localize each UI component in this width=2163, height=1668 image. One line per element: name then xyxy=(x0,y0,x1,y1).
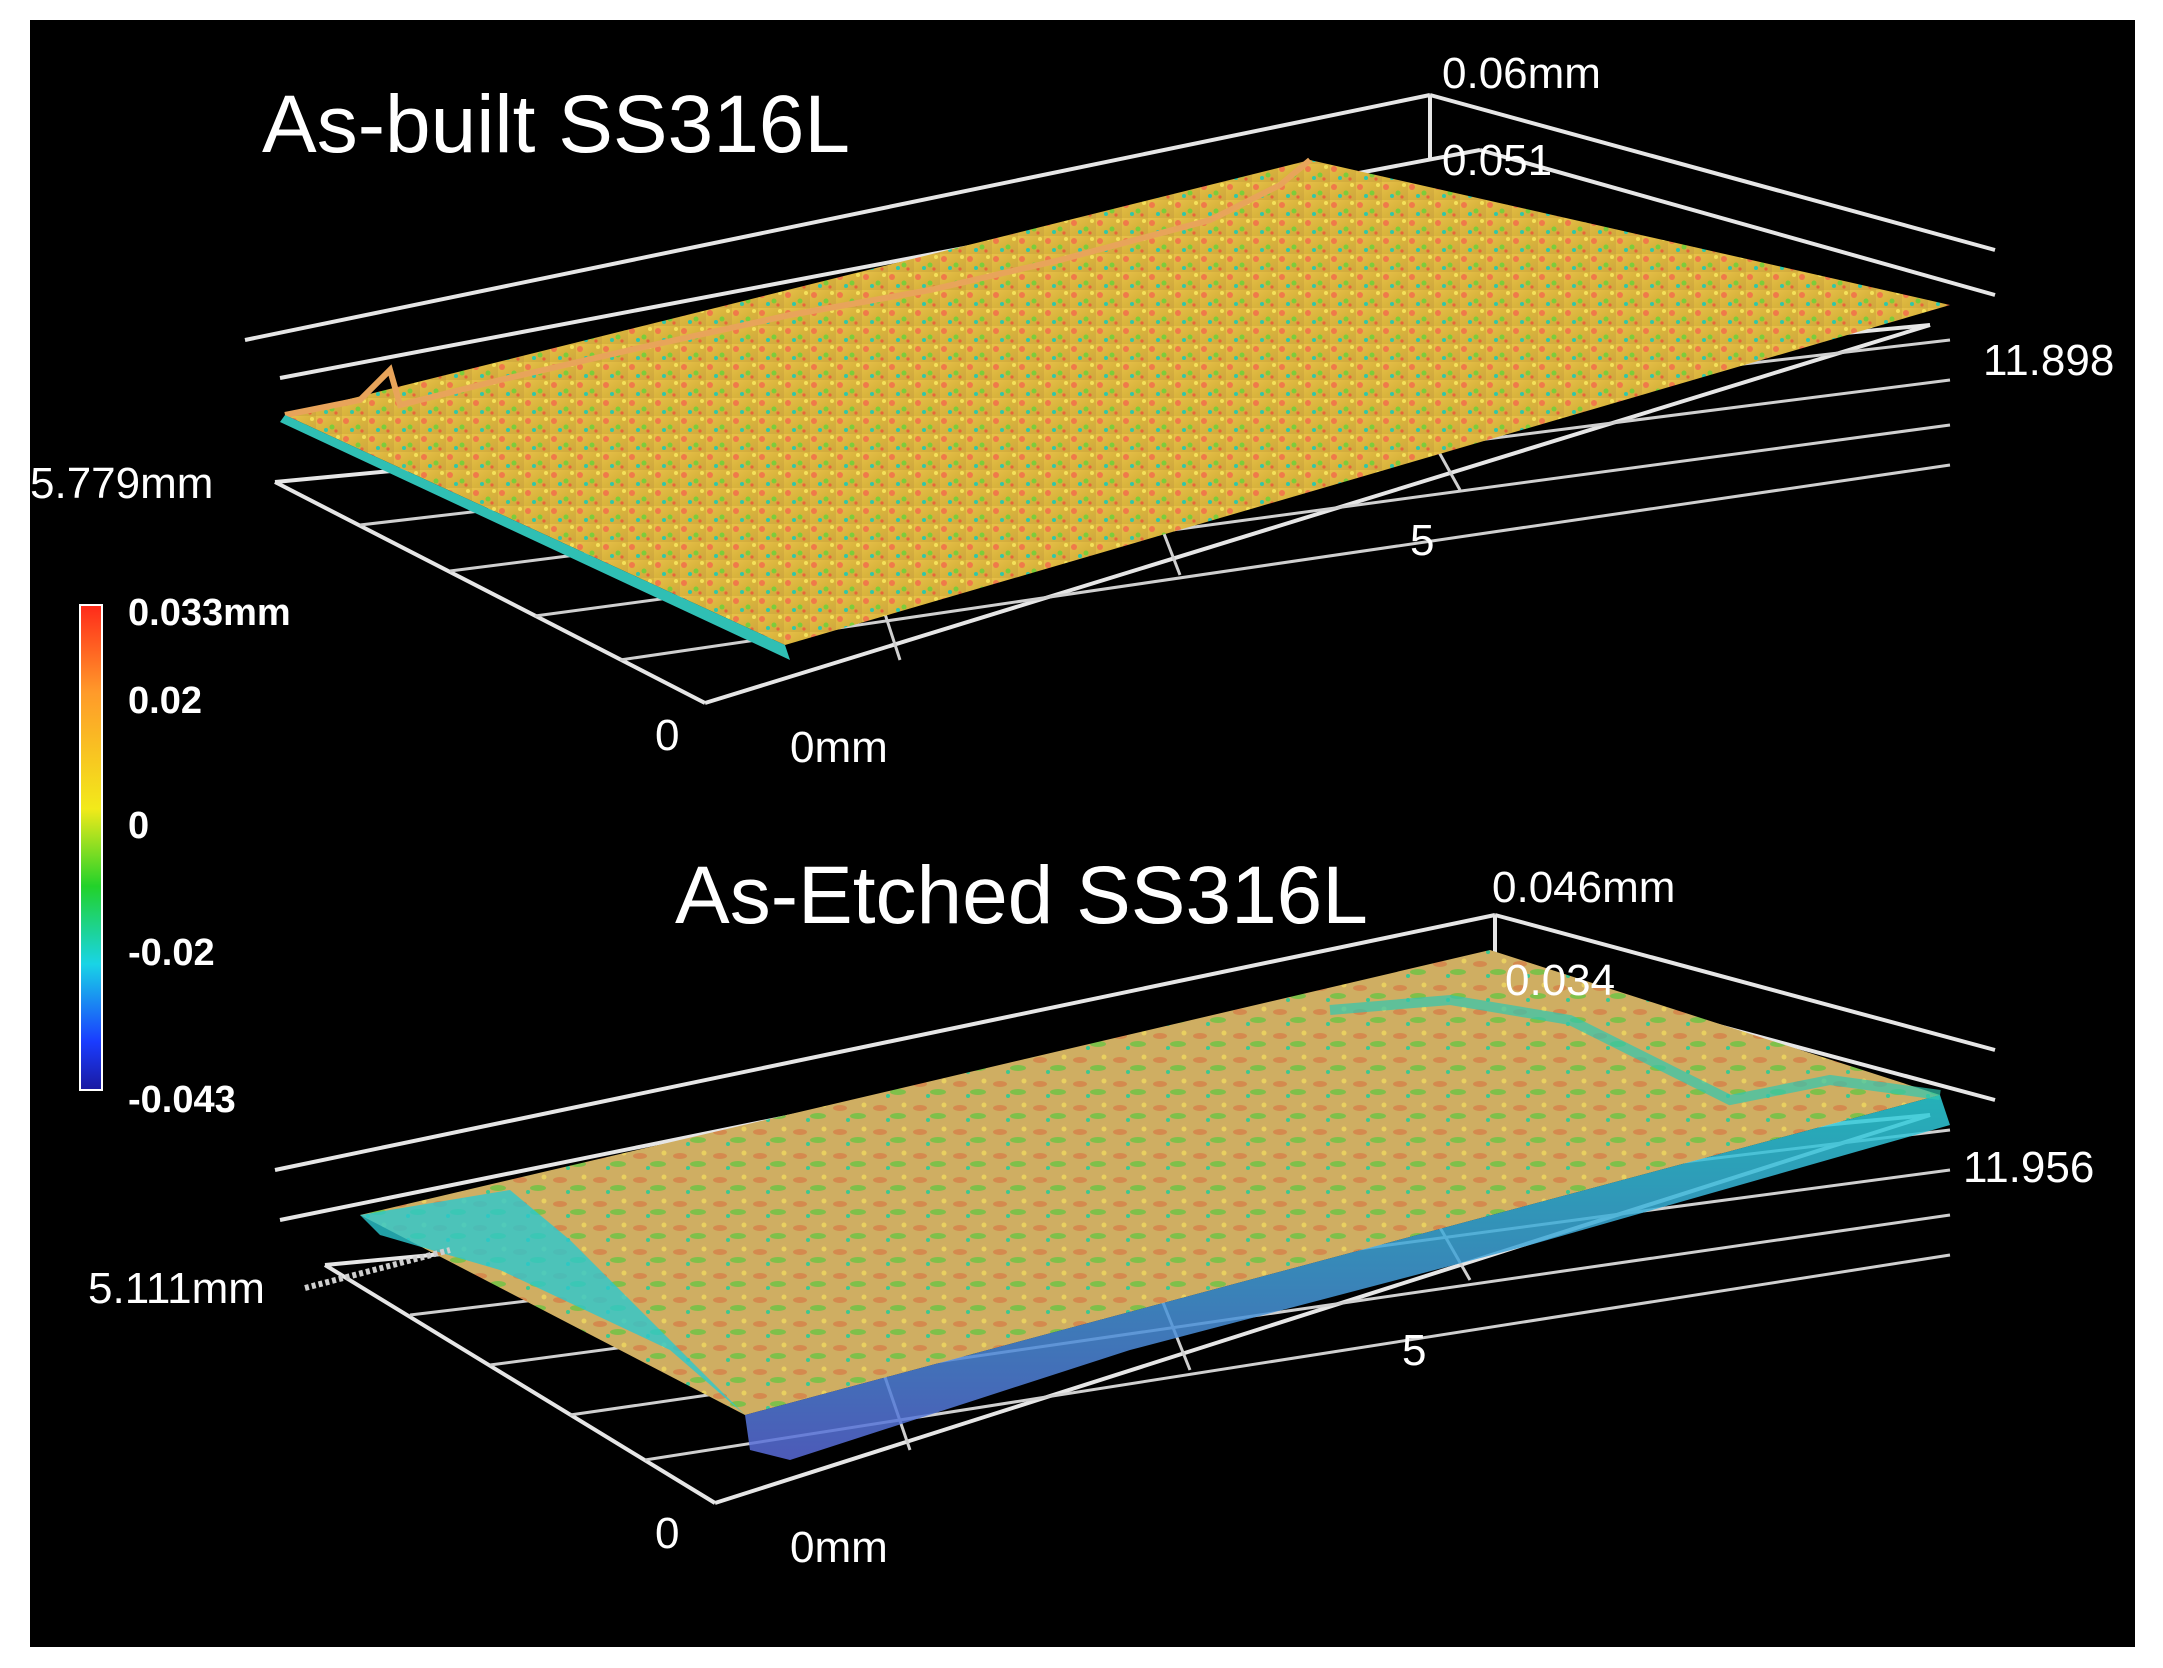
bottom-dashed-marker xyxy=(304,1247,451,1291)
colorbar-tick-min: -0.043 xyxy=(128,1079,236,1121)
bottom-z-second-label: 0.034 xyxy=(1505,956,1615,1005)
colorbar: 0.033mm 0.02 0 -0.02 -0.043 xyxy=(79,592,291,1121)
top-floor-left xyxy=(274,480,706,705)
colorbar-tick-max: 0.033mm xyxy=(128,592,291,634)
top-y-max-label: 5.779mm xyxy=(30,459,213,508)
top-surface-peaks xyxy=(284,157,1312,418)
bottom-z-top-label: 0.046mm xyxy=(1492,863,1675,912)
top-panel-title: As-built SS316L xyxy=(262,79,850,170)
bottom-back-top-line xyxy=(274,913,1496,1172)
top-y-zero-label: 0 xyxy=(655,711,679,760)
bottom-x-zero-label: 0mm xyxy=(790,1523,888,1572)
bottom-panel-title: As-Etched SS316L xyxy=(675,850,1368,941)
top-surface-edge xyxy=(280,415,790,660)
top-x-max-label: 11.898 xyxy=(1983,336,2114,385)
top-back-top-line xyxy=(244,93,1431,342)
bottom-surface-front-edge xyxy=(745,1095,1950,1460)
figure-panel: As-built SS316L 0.06mm 0.051 5.779mm 11.… xyxy=(30,20,2135,1647)
top-surface-plot: As-built SS316L 0.06mm 0.051 5.779mm 11.… xyxy=(30,49,2114,772)
top-x-zero-label: 0mm xyxy=(790,723,888,772)
figure-svg: As-built SS316L 0.06mm 0.051 5.779mm 11.… xyxy=(30,49,2114,1572)
bottom-x-mid-label: 5 xyxy=(1402,1326,1426,1375)
top-x-mid-label: 5 xyxy=(1410,516,1434,565)
top-surface xyxy=(285,160,1950,645)
bottom-x-max-label: 11.956 xyxy=(1963,1143,2094,1192)
colorbar-tick-4: -0.02 xyxy=(128,932,215,974)
bottom-floor-left xyxy=(323,1263,717,1505)
top-floor-front xyxy=(704,323,1931,705)
top-z-second-label: 0.051 xyxy=(1442,136,1552,185)
bottom-surface-green-patches xyxy=(1329,994,1941,1106)
colorbar-tick-zero: 0 xyxy=(128,805,149,847)
colorbar-tick-2: 0.02 xyxy=(128,680,202,722)
bottom-y-max-label: 5.111mm xyxy=(88,1264,265,1313)
bottom-surface xyxy=(360,950,1940,1415)
top-right-top-line xyxy=(1429,93,1996,252)
top-right-mid-line xyxy=(1479,148,1996,297)
top-z-top-label: 0.06mm xyxy=(1442,49,1601,98)
bottom-surface-plot: As-Etched SS316L 0.046mm 0.034 5.111mm 1… xyxy=(88,850,2094,1572)
colorbar-gradient xyxy=(79,604,103,1091)
bottom-y-zero-label: 0 xyxy=(655,1509,679,1558)
bottom-surface-left-edge xyxy=(360,1190,745,1415)
bottom-right-top-line xyxy=(1494,913,1996,1052)
